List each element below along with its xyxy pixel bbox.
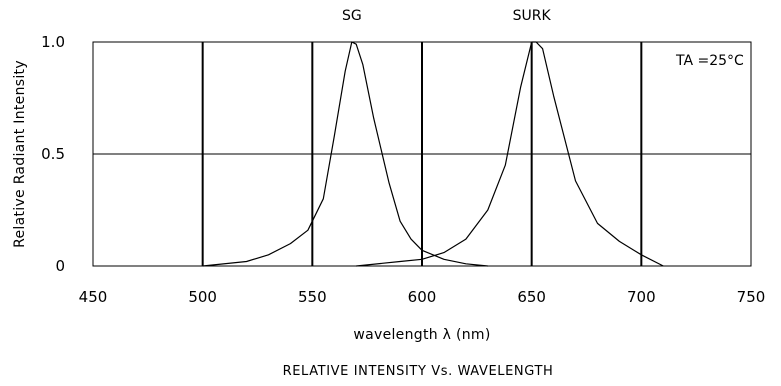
x-axis-title: wavelength λ (nm) [353,327,490,343]
series-label-sg: SG [342,8,362,24]
x-tick-label: 700 [627,288,656,306]
series-line-sg [202,41,488,267]
y-tick-labels: 0 0.5 1.0 [41,33,65,275]
x-tick-label: 450 [79,288,108,306]
x-tick-labels: 450 500 550 600 650 700 750 [79,288,766,306]
x-tick-label: 600 [408,288,437,306]
series-layer [202,41,664,267]
grid-layer [93,42,751,266]
y-tick-label: 1.0 [41,33,65,51]
x-tick-label: 650 [517,288,546,306]
x-tick-label: 500 [188,288,217,306]
annotation-temperature: TA =25°C [675,53,744,69]
x-tick-label: 750 [737,288,766,306]
y-axis-title: Relative Radiant Intensity [12,60,28,248]
series-labels: SG SURK [342,8,552,24]
series-label-surk: SURK [513,8,552,24]
x-tick-label: 550 [298,288,327,306]
y-tick-label: 0.5 [41,145,65,163]
y-tick-label: 0 [55,257,65,275]
chart-caption: RELATIVE INTENSITY Vs. WAVELENGTH [283,364,554,379]
series-line-surk [356,41,664,267]
